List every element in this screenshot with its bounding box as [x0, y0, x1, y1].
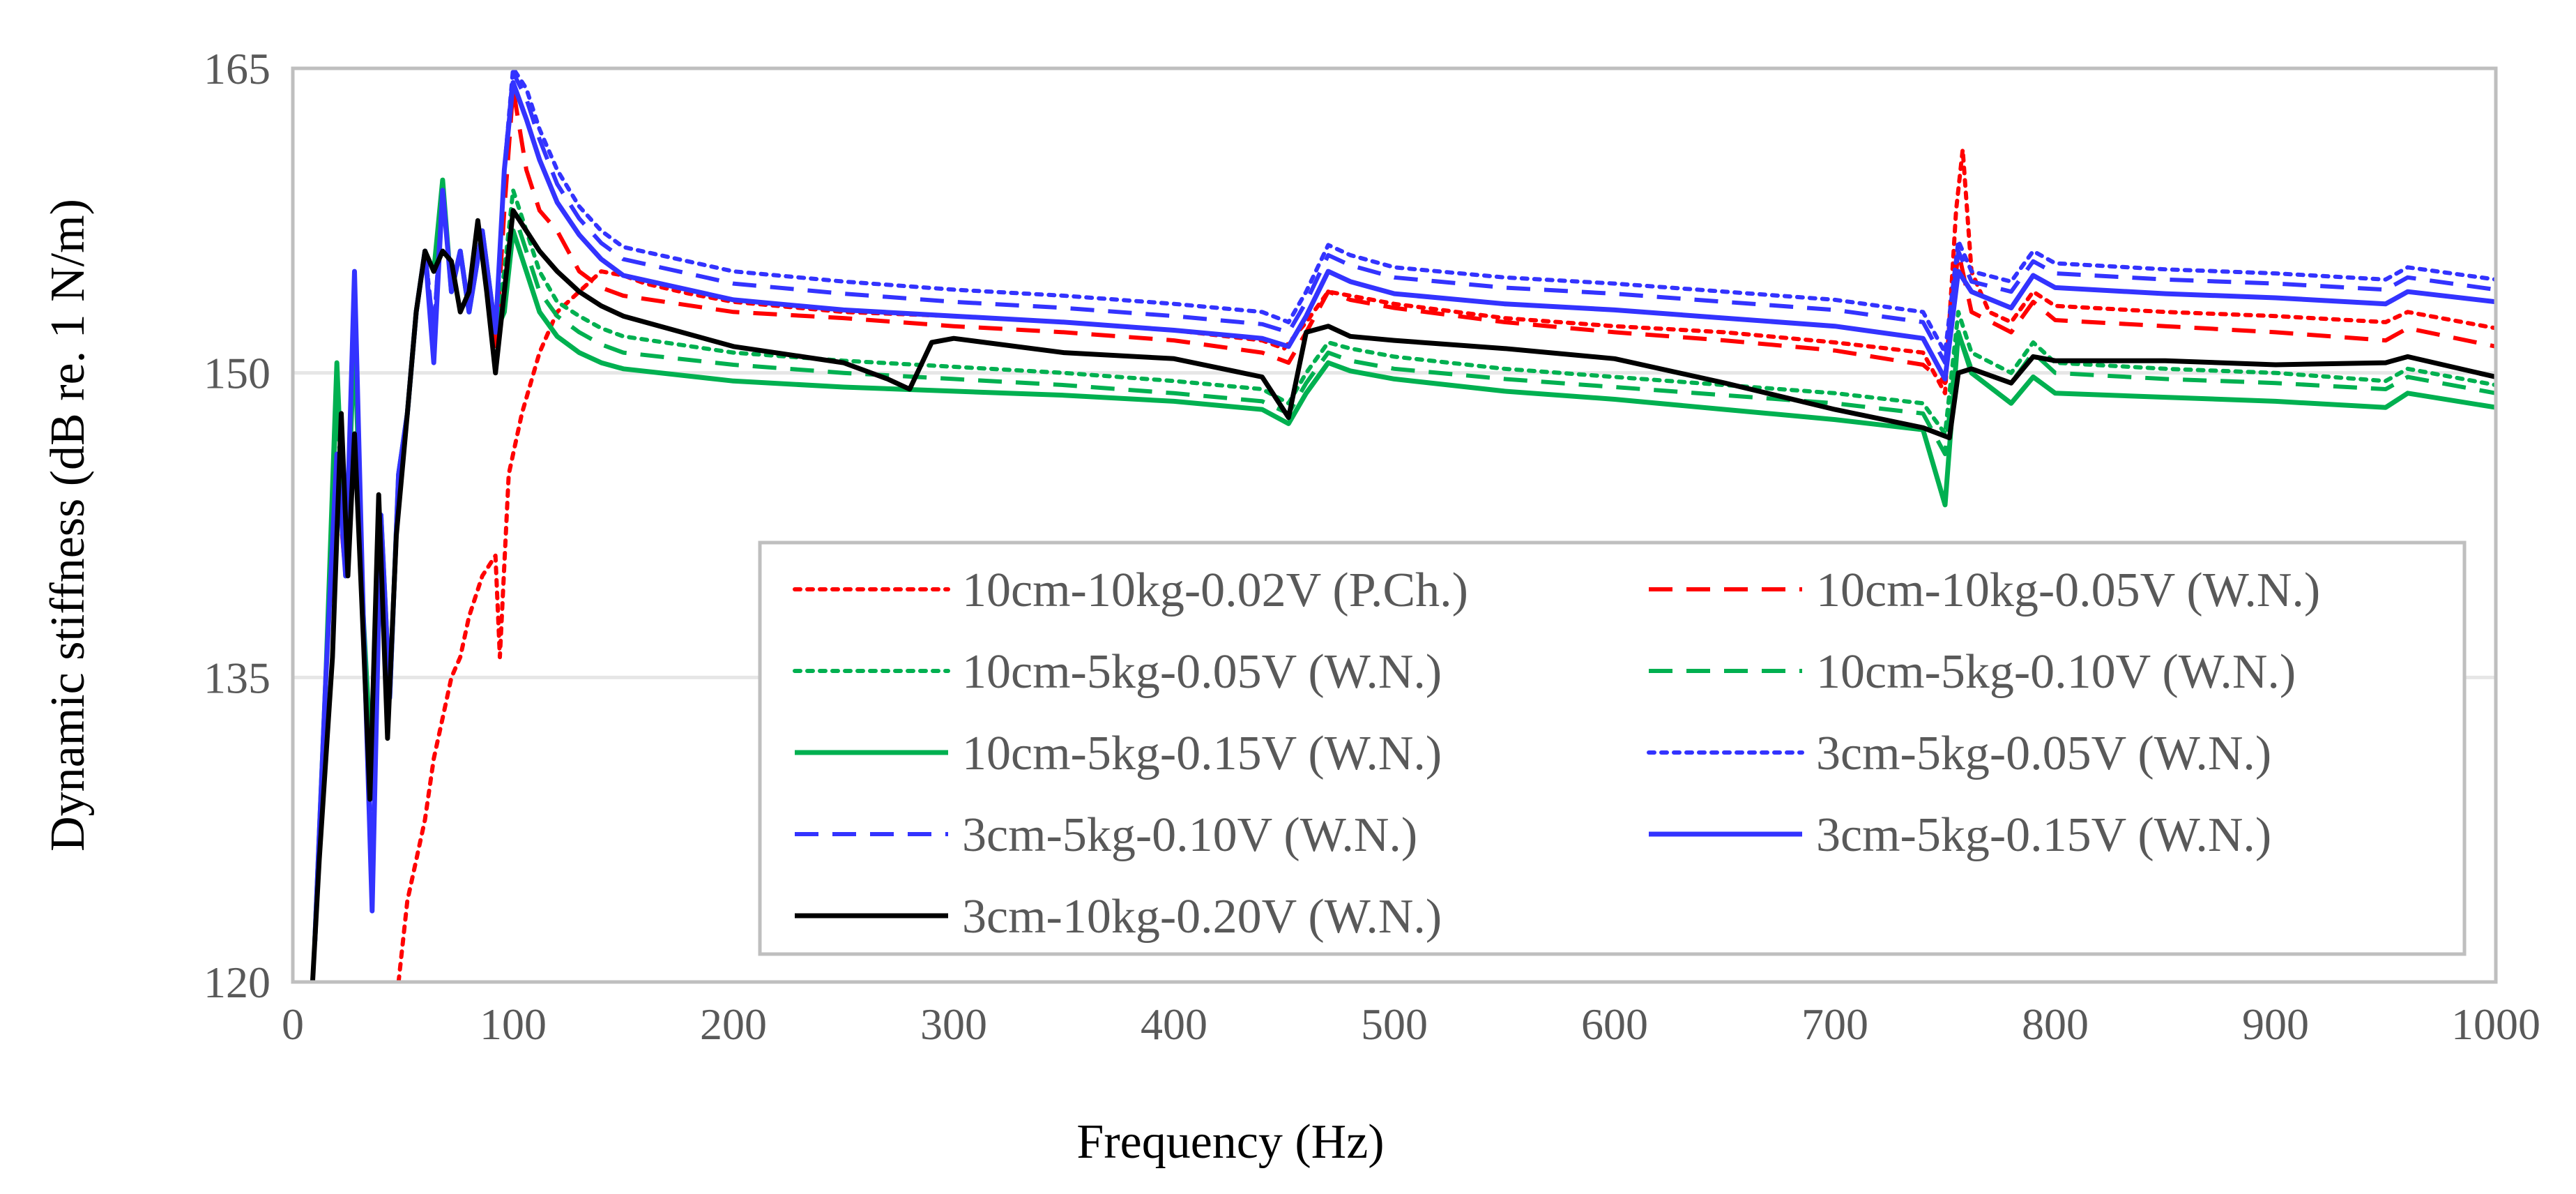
legend-label-7: 3cm-5kg-0.10V (W.N.): [962, 808, 1417, 862]
x-tick-label: 700: [1801, 999, 1868, 1049]
plot-area-border: [291, 66, 2498, 984]
series-line-8: [312, 80, 2496, 942]
legend-label-1: 10cm-10kg-0.02V (P.Ch.): [962, 564, 1468, 617]
x-tick-label: 200: [700, 999, 767, 1049]
y-tick-label: 120: [204, 958, 270, 1007]
x-tick-label: 400: [1141, 999, 1207, 1049]
legend-label-6: 3cm-5kg-0.05V (W.N.): [1816, 727, 2271, 780]
x-axis-title: Frequency (Hz): [1076, 1115, 1384, 1169]
legend-label-3: 10cm-5kg-0.05V (W.N.): [962, 645, 1442, 699]
tick-labels: 120 135 150 165 0 100 200 300 400 500 600 700 800 900…: [204, 44, 2540, 1049]
x-tick-label: 800: [2022, 999, 2089, 1049]
series-line-1: [396, 147, 2496, 982]
y-axis-title: Dynamic stiffness (dB re. 1 N/m): [41, 199, 95, 852]
x-tick-label: 600: [1581, 999, 1648, 1049]
y-tick-label: 135: [204, 653, 270, 702]
x-tick-label: 300: [920, 999, 987, 1049]
x-tick-label: 0: [282, 999, 304, 1049]
x-tick-label: 100: [480, 999, 547, 1049]
y-tick-label: 165: [204, 44, 270, 93]
legend-label-4: 10cm-5kg-0.10V (W.N.): [1816, 645, 2296, 699]
legend-label-8: 3cm-5kg-0.15V (W.N.): [1816, 808, 2271, 862]
legend-box: [758, 541, 2467, 956]
legend-label-2: 10cm-10kg-0.05V (W.N.): [1816, 564, 2320, 617]
legend-label-5: 10cm-5kg-0.15V (W.N.): [962, 727, 1442, 780]
series-layer: [310, 68, 2496, 982]
legend: 10cm-10kg-0.02V (P.Ch.) 10cm-10kg-0.05V (…: [758, 541, 2467, 956]
x-tick-label: 500: [1361, 999, 1428, 1049]
x-tick-label: 900: [2242, 999, 2309, 1049]
x-tick-label: 1000: [2451, 999, 2540, 1049]
y-tick-label: 150: [204, 349, 270, 398]
series-line-9: [310, 208, 2496, 982]
series-line-3: [312, 178, 2496, 944]
series-line-7: [312, 70, 2496, 942]
legend-label-9: 3cm-10kg-0.20V (W.N.): [962, 890, 1442, 944]
